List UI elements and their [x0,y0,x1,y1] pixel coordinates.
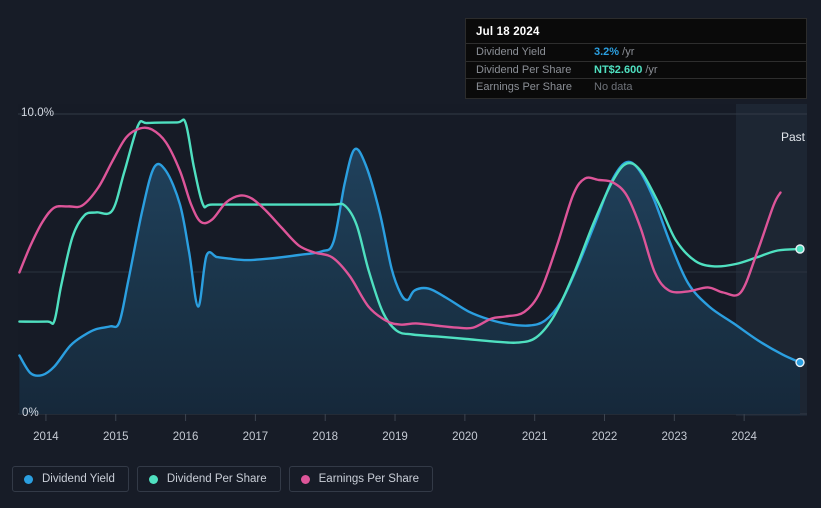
tooltip-row-value: 3.2% /yr [594,46,634,58]
x-axis-label: 2023 [661,431,688,443]
tooltip-row: Dividend Yield 3.2% /yr [466,43,806,61]
tooltip-row-value: NT$2.600 /yr [594,64,658,76]
x-axis-label: 2015 [102,431,129,443]
x-axis-label: 2022 [591,431,618,443]
x-axis-label: 2016 [172,431,199,443]
legend-item-dividend-yield[interactable]: Dividend Yield [12,466,129,492]
area-dividend-yield [19,148,801,415]
x-axis-label: 2020 [452,431,478,443]
line-dividend-per-share [18,118,802,344]
chart-legend: Dividend Yield Dividend Per Share Earnings… [12,466,433,492]
tooltip-row-unit: /yr [642,63,658,76]
tooltip-row-number: No data [594,81,633,94]
legend-color-dot-icon [24,474,33,484]
tooltip-row: Earnings Per Share No data [466,78,806,96]
x-axis-label: 2017 [242,431,269,443]
legend-item-earnings-per-share[interactable]: Earnings Per Share [288,466,433,492]
legend-item-label: Dividend Yield [42,473,115,485]
line-dividend-yield [18,147,802,377]
chart-plot-svg [18,104,807,421]
y-axis-label-top: 10.0% [21,107,55,119]
legend-item-dividend-per-share[interactable]: Dividend Per Share [136,466,281,492]
legend-color-dot-icon [148,474,158,484]
x-axis-ticks [45,414,745,421]
end-marker-dividend-per-share [795,244,805,254]
tooltip-row-label: Dividend Per Share [476,63,572,76]
x-axis-label: 2019 [382,431,408,443]
tooltip-row-number: 3.2% [594,46,620,59]
tooltip-row-number: NT$2.600 [594,63,643,76]
y-axis-label-zero: 0% [22,407,39,419]
tooltip-row-label: Dividend Yield [476,46,546,59]
x-axis-label: 2014 [33,431,59,443]
tooltip-rows: Dividend Yield 3.2% /yr Dividend Per Share… [466,43,806,96]
x-axis-label: 2018 [312,431,339,443]
x-axis-label: 2021 [521,431,548,443]
past-band-label: Past [780,130,805,144]
legend-item-label: Earnings Per Share [318,473,419,485]
tooltip-date: Jul 18 2024 [476,26,540,38]
tooltip-row-unit: /yr [619,46,635,59]
tooltip-row: Dividend Per Share NT$2.600 /yr [466,60,806,79]
series-end-markers [795,244,805,368]
line-earnings-per-share [18,126,782,330]
tooltip-row-value: No data [594,81,633,93]
legend-color-dot-icon [300,474,310,484]
series-layer [18,118,802,415]
legend-item-label: Dividend Per Share [166,473,267,485]
x-axis-label: 2024 [731,431,757,443]
tooltip-row-label: Earnings Per Share [476,81,572,94]
end-marker-dividend-yield [795,357,805,368]
chart-tooltip: Jul 18 2024 Dividend Yield 3.2% /yr Divide… [465,18,807,99]
